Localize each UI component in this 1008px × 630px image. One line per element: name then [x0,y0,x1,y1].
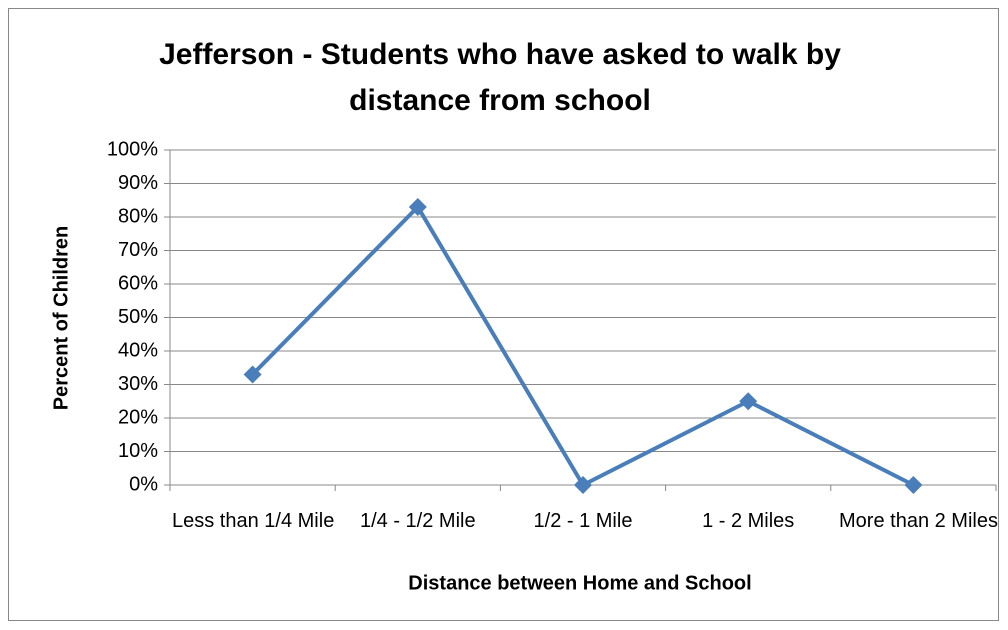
y-tick-label: 100% [107,138,158,160]
marker [904,476,923,494]
marker [574,476,592,494]
marker [408,197,427,216]
y-tick-label: 30% [118,373,158,395]
marker [739,392,758,411]
chart-title: Jefferson - Students who have asked to w… [159,38,841,117]
y-tick-label: 50% [118,306,158,328]
y-tick-label: 70% [118,239,158,261]
y-tick-label: 10% [118,440,158,462]
x-tick-label: Less than 1/4 Mile [172,510,335,532]
x-tick-label: 1 - 2 Miles [702,510,795,532]
y-tick-label: 40% [118,339,158,361]
marker [243,365,262,384]
y-axis-title: Percent of Children [50,226,72,410]
chart-border [8,8,999,621]
y-tick-label: 20% [118,406,158,428]
x-tick-label: More than 2 Miles [839,510,998,532]
y-tick-label: 0% [129,473,158,495]
y-tick-label: 80% [118,205,158,227]
x-tick-label: 1/2 - 1 Mile [533,510,633,532]
x-axis-title: Distance between Home and School [408,572,751,594]
y-tick-label: 60% [118,272,158,294]
y-tick-label: 90% [118,172,158,194]
x-tick-label: 1/4 - 1/2 Mile [359,510,476,532]
